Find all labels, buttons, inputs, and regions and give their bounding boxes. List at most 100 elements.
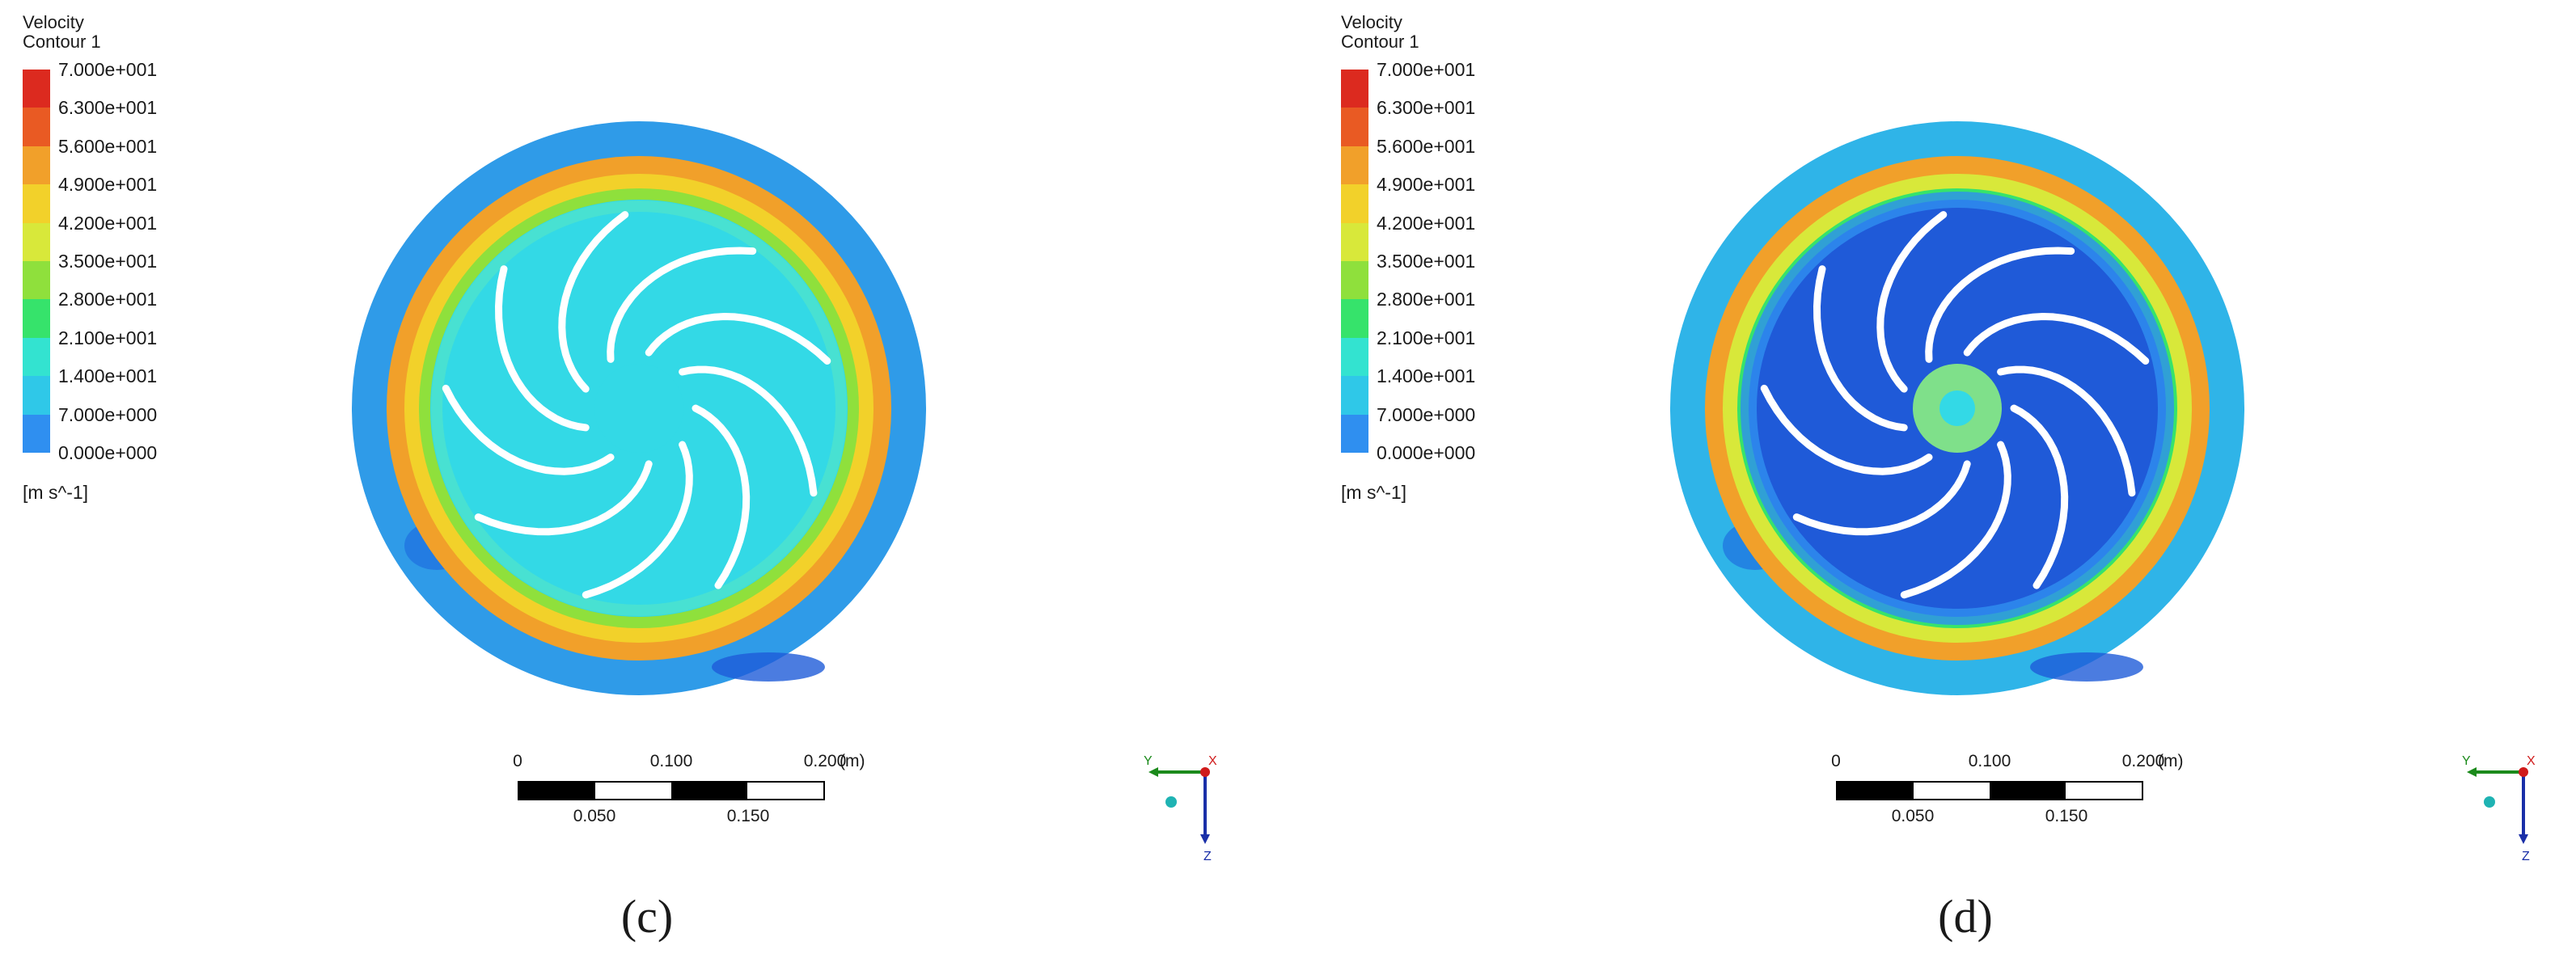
color-swatch	[23, 414, 50, 453]
color-swatch	[23, 108, 50, 146]
axis-triad: Y X Z	[2459, 752, 2548, 865]
legend-tick-label: 6.300e+001	[1377, 97, 1476, 119]
axis-x-label: X	[2527, 754, 2536, 768]
legend-tick-label: 5.600e+001	[1377, 135, 1476, 157]
legend-tick-label: 2.800e+001	[1377, 289, 1476, 310]
impeller-blade	[607, 247, 757, 363]
scale-bar: 0 0.100 0.200 (m) 0.050 0.150	[501, 752, 865, 825]
legend-tick-label: 0.000e+000	[58, 442, 158, 463]
legend-tick-label: 1.400e+001	[1377, 365, 1476, 387]
legend-title: Velocity	[23, 12, 84, 32]
impeller-blade	[1925, 247, 2075, 363]
axis-triad-icon: Y X Z	[2462, 754, 2536, 863]
impeller-blade	[679, 365, 818, 497]
panel-caption: (c)	[620, 890, 674, 943]
color-swatch	[23, 222, 50, 261]
panel-c: Velocity Contour 1 7.000e+001 6.300e+001 5…	[23, 12, 1229, 943]
scale-label-0-100: 0.100	[649, 752, 693, 770]
legend-tick-label: 0.000e+000	[1377, 442, 1476, 463]
scale-unit: (m)	[2158, 752, 2184, 770]
impeller-blade	[442, 384, 615, 475]
scale-segment	[1914, 783, 1990, 799]
color-swatch	[23, 70, 50, 108]
color-swatch	[1341, 299, 1368, 338]
scale-segment	[2066, 783, 2142, 799]
impeller-blade	[645, 312, 831, 365]
axis-y-label: Y	[1144, 754, 1153, 768]
color-swatch	[1341, 261, 1368, 300]
hub-region	[594, 364, 683, 453]
legend-tick-label: 7.000e+001	[58, 59, 158, 80]
legend-subtitle: Contour 1	[23, 32, 101, 52]
scale-unit: (m)	[840, 752, 865, 770]
velocity-contour-plot	[1670, 121, 2244, 695]
panel-d: Velocity Contour 1 7.000e+001 6.300e+001 5…	[1318, 0, 2576, 958]
legend-body: 7.000e+001 6.300e+001 5.600e+001 4.900e+001…	[23, 60, 233, 503]
legend-tick-label: 7.000e+001	[1377, 59, 1476, 80]
impeller-blade	[494, 265, 590, 432]
scale-label-0: 0	[1831, 752, 1841, 770]
impeller-blade	[1813, 265, 1908, 432]
impeller-blade	[474, 460, 653, 536]
legend-tick-label: 4.900e+001	[1377, 174, 1476, 196]
axis-z-label: Z	[2522, 850, 2530, 863]
scale-segment	[595, 783, 671, 799]
legend-tick-label: 2.800e+001	[58, 289, 158, 310]
color-swatch	[23, 299, 50, 338]
axis-triad: Y X Z	[1140, 752, 1229, 865]
panel-caption: (d)	[1938, 890, 1993, 943]
scale-segment	[1838, 783, 1914, 799]
scale-segment	[519, 783, 595, 799]
impeller-blade	[2010, 404, 2069, 589]
color-swatch	[1341, 414, 1368, 453]
impeller-blade	[1876, 211, 1948, 393]
legend: Velocity Contour 1 7.000e+001 6.300e+001 5…	[1341, 12, 1475, 503]
scale-label-0-200: 0.200	[2121, 752, 2165, 770]
color-swatch	[23, 376, 50, 415]
color-swatch	[1341, 222, 1368, 261]
legend-subtitle: Contour 1	[1341, 32, 1419, 52]
color-swatch	[23, 261, 50, 300]
color-swatch	[1341, 146, 1368, 185]
legend-tick-label: 3.500e+001	[58, 251, 158, 272]
impeller-blade	[1900, 441, 2011, 599]
legend-tick-label: 2.100e+001	[1377, 327, 1476, 348]
scale-segment	[671, 783, 747, 799]
legend-title: Velocity	[1341, 12, 1402, 32]
legend-body: 7.000e+001 6.300e+001 5.600e+001 4.900e+001…	[1341, 60, 1551, 503]
scale-bar-segments	[1836, 781, 2143, 800]
legend-tick-label: 3.500e+001	[1377, 251, 1476, 272]
passage-shading	[431, 200, 847, 616]
impeller-blade	[1792, 460, 1971, 536]
legend-tick-label: 4.200e+001	[1377, 212, 1476, 234]
color-swatch	[23, 337, 50, 377]
scale-segment	[747, 783, 823, 799]
color-swatch	[23, 184, 50, 223]
impeller-blade	[1760, 384, 1933, 475]
impeller-blade	[1963, 312, 2150, 365]
color-scale	[1341, 70, 1368, 453]
legend-unit: [m s^-1]	[1341, 482, 1407, 503]
color-swatch	[23, 146, 50, 185]
impeller-blade	[582, 441, 693, 599]
legend: Velocity Contour 1 7.000e+001 6.300e+001 5…	[23, 12, 157, 503]
legend-unit: [m s^-1]	[23, 482, 89, 503]
scale-label-0-150: 0.150	[726, 807, 770, 825]
axis-y-label: Y	[2462, 754, 2471, 768]
scale-bar-segments	[518, 781, 825, 800]
low-velocity-patch	[712, 652, 825, 682]
legend-tick-label: 7.000e+000	[58, 403, 158, 425]
hub-center	[1939, 390, 1975, 426]
scale-segment	[1990, 783, 2066, 799]
legend-tick-label: 2.100e+001	[58, 327, 158, 348]
axis-z-label: Z	[1203, 850, 1212, 863]
legend-tick-label: 7.000e+000	[1377, 403, 1476, 425]
scale-label-0-200: 0.200	[803, 752, 847, 770]
color-scale	[23, 70, 50, 453]
velocity-contour-plot	[352, 121, 926, 695]
color-swatch	[1341, 376, 1368, 415]
scale-label-0: 0	[513, 752, 522, 770]
color-swatch	[1341, 337, 1368, 377]
impeller-blade	[558, 211, 629, 393]
scale-label-0-050: 0.050	[1891, 807, 1935, 825]
